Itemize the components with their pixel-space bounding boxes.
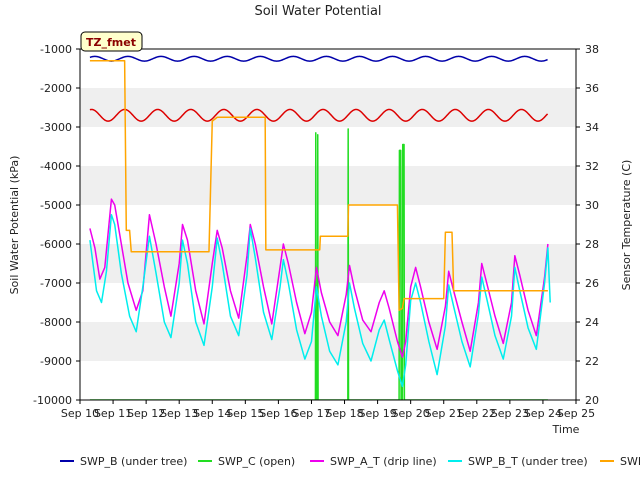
y-right-tick-label: 22 bbox=[585, 355, 599, 368]
chart-title: Soil Water Potential bbox=[254, 4, 381, 19]
y-right-tick-label: 26 bbox=[585, 277, 599, 290]
y-axis-left: -10000 -9000 -8000 -7000 -6000 -5000 -4000 -300… bbox=[33, 43, 80, 407]
y-right-tick-label: 24 bbox=[585, 316, 599, 329]
x-tick-label: Sep 11 bbox=[94, 407, 132, 420]
series-layer bbox=[89, 55, 551, 400]
x-tick-label: Sep 22 bbox=[458, 407, 496, 420]
y-right-tick-label: 20 bbox=[585, 394, 599, 407]
y-left-tick-label: -9000 bbox=[40, 355, 72, 368]
y-left-tick-label: -4000 bbox=[40, 160, 72, 173]
y-left-tick-label: -5000 bbox=[40, 199, 72, 212]
y-axis-right-label: Sensor Temperature (C) bbox=[620, 160, 633, 291]
y-right-tick-label: 28 bbox=[585, 238, 599, 251]
legend-label: SWP_B (under tree) bbox=[80, 455, 187, 468]
y-left-tick-label: -1000 bbox=[40, 43, 72, 56]
x-tick-label: Sep 21 bbox=[425, 407, 463, 420]
y-right-tick-label: 36 bbox=[585, 82, 599, 95]
y-left-tick-label: -10000 bbox=[33, 394, 72, 407]
y-right-tick-label: 32 bbox=[585, 160, 599, 173]
y-axis-left-label: Soil Water Potential (kPa) bbox=[8, 156, 21, 295]
x-tick-label: Sep 24 bbox=[524, 407, 562, 420]
annotation-text: TZ_fmet bbox=[86, 36, 136, 49]
y-axis-right: 20 22 24 26 28 30 32 34 36 38 bbox=[576, 43, 599, 407]
legend-label: SWP_A_T (drip line) bbox=[330, 455, 437, 468]
y-left-tick-label: -6000 bbox=[40, 238, 72, 251]
legend-label: SWP_C (open) bbox=[218, 455, 295, 468]
series-swp-a-t-drip-line bbox=[89, 198, 549, 358]
x-tick-label: Sep 17 bbox=[292, 407, 330, 420]
y-left-tick-label: -2000 bbox=[40, 82, 72, 95]
series-swp-c-t-open bbox=[89, 59, 548, 312]
series-swp-b-under-tree bbox=[89, 55, 548, 62]
x-tick-label: Sep 13 bbox=[160, 407, 198, 420]
x-tick-label: Sep 10 bbox=[61, 407, 99, 420]
x-tick-label: Sep 18 bbox=[325, 407, 363, 420]
plot-frame bbox=[79, 48, 577, 401]
annotation-box: TZ_fmet bbox=[80, 31, 143, 52]
x-tick-label: Sep 15 bbox=[226, 407, 264, 420]
y-right-tick-label: 34 bbox=[585, 121, 599, 134]
y-left-tick-label: -8000 bbox=[40, 316, 72, 329]
y-right-tick-label: 30 bbox=[585, 199, 599, 212]
legend-label: SWI bbox=[620, 455, 640, 468]
x-tick-label: Sep 14 bbox=[193, 407, 231, 420]
grid-band bbox=[80, 88, 576, 127]
x-tick-label: Sep 25 bbox=[557, 407, 595, 420]
background-bands bbox=[80, 88, 576, 361]
grid-band bbox=[80, 166, 576, 205]
x-tick-label: Sep 12 bbox=[127, 407, 165, 420]
legend-label: SWP_B_T (under tree) bbox=[468, 455, 588, 468]
x-axis-label: Time bbox=[552, 423, 580, 436]
series-swp-a-drip-line bbox=[89, 108, 549, 122]
series-swp-c-open bbox=[89, 128, 548, 400]
y-left-tick-label: -3000 bbox=[40, 121, 72, 134]
y-right-tick-label: 38 bbox=[585, 43, 599, 56]
x-tick-label: Sep 19 bbox=[358, 407, 396, 420]
series-swp-b-t-under-tree bbox=[89, 214, 551, 388]
legend: drip line)SWP_B (under tree)SWP_C (open)… bbox=[60, 455, 640, 468]
x-tick-label: Sep 20 bbox=[392, 407, 430, 420]
y-left-tick-label: -7000 bbox=[40, 277, 72, 290]
x-tick-label: Sep 23 bbox=[491, 407, 529, 420]
x-tick-label: Sep 16 bbox=[259, 407, 297, 420]
